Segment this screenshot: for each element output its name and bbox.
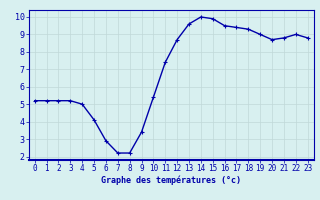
X-axis label: Graphe des températures (°c): Graphe des températures (°c): [101, 176, 241, 185]
